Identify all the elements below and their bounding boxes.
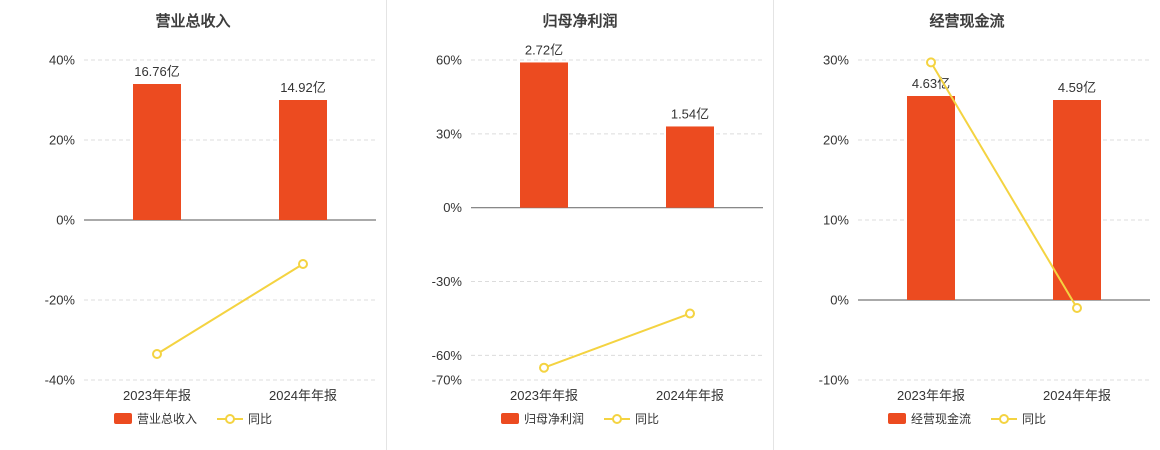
y-tick-label: 30% — [436, 126, 462, 141]
x-category-label: 2023年年报 — [510, 388, 578, 403]
legend-net-profit: 归母净利润 同比 — [500, 410, 659, 427]
yoy-line-marker[interactable] — [1072, 303, 1082, 313]
y-tick-label: 20% — [823, 133, 849, 148]
legend-bar-label: 营业总收入 — [136, 412, 197, 426]
y-tick-label: -10% — [819, 373, 850, 388]
y-tick-label: 60% — [436, 53, 462, 68]
line-marker-icon — [604, 413, 630, 424]
bar-value-label: 4.59亿 — [1058, 80, 1096, 95]
legend-item-bar-series[interactable]: 归母净利润 — [500, 410, 584, 427]
y-tick-label: -40% — [45, 373, 76, 388]
legend-item-bar-series[interactable]: 经营现金流 — [887, 410, 971, 427]
bar[interactable] — [666, 126, 714, 208]
legend-item-line-series[interactable]: 同比 — [604, 410, 659, 427]
y-tick-label: -20% — [45, 293, 76, 308]
y-tick-label: 30% — [823, 53, 849, 68]
bar[interactable] — [907, 96, 955, 300]
y-tick-label: 20% — [49, 133, 75, 148]
y-tick-label: -60% — [432, 348, 463, 363]
legend-item-line-series[interactable]: 同比 — [217, 410, 272, 427]
yoy-line-marker[interactable] — [926, 57, 936, 68]
bar-value-label: 16.76亿 — [134, 64, 180, 79]
legend-operating-cashflow: 经营现金流 同比 — [887, 410, 1046, 427]
bar[interactable] — [520, 62, 568, 208]
bar-value-label: 14.92亿 — [280, 80, 326, 95]
panel-operating-cashflow: 经营现金流 30% 20% 10% 0% -10% 4.63亿 2023年年报 4.59亿 20… — [773, 0, 1160, 450]
legend-bar-label: 经营现金流 — [910, 412, 971, 426]
panel-operating-revenue: 营业总收入 40% 20% 0% -20% -40% 16.76亿 2023年年报 14.92… — [0, 0, 386, 450]
bar-value-label: 1.54亿 — [671, 106, 709, 121]
panel-net-profit: 归母净利润 60% 30% 0% -30% -60% -70% 2.72亿 2023年年报 1.… — [386, 0, 773, 450]
legend-bar-label: 归母净利润 — [523, 412, 584, 426]
y-tick-label: 10% — [823, 213, 849, 228]
yoy-trend-line — [543, 312, 691, 369]
legend-item-bar-series[interactable]: 营业总收入 — [113, 410, 197, 427]
chart-title-net-profit: 归母净利润 — [542, 13, 618, 30]
x-category-label: 2023年年报 — [123, 388, 191, 403]
line-marker-icon — [217, 413, 243, 424]
bar-swatch-icon — [500, 413, 519, 424]
y-tick-label: 40% — [49, 53, 75, 68]
yoy-trend-line — [156, 263, 304, 355]
bar[interactable] — [1053, 100, 1101, 300]
bar-value-label: 2.72亿 — [525, 42, 563, 57]
legend-line-label: 同比 — [1022, 412, 1047, 426]
chart-title-operating-revenue: 营业总收入 — [155, 13, 231, 30]
y-tick-label: -30% — [432, 274, 463, 289]
y-tick-label: 0% — [56, 213, 75, 228]
legend-item-line-series[interactable]: 同比 — [991, 410, 1046, 427]
yoy-trend-line — [930, 61, 1078, 309]
x-category-label: 2024年年报 — [269, 388, 337, 403]
chart-plot-net-profit: 60% 30% 0% -30% -60% -70% 2.72亿 2023年年报 1.54亿 202… — [432, 42, 763, 403]
x-category-label: 2024年年报 — [656, 388, 724, 403]
yoy-line-marker[interactable] — [685, 308, 695, 319]
line-marker-icon — [991, 413, 1017, 424]
y-tick-label: -70% — [432, 373, 463, 388]
bar[interactable] — [133, 84, 181, 220]
chart-title-operating-cashflow: 经营现金流 — [929, 13, 1005, 30]
x-category-label: 2023年年报 — [897, 388, 965, 403]
legend-line-label: 同比 — [635, 412, 660, 426]
bar-swatch-icon — [113, 413, 132, 424]
yoy-line-marker[interactable] — [298, 259, 308, 269]
bar[interactable] — [279, 100, 327, 220]
yoy-line-marker[interactable] — [539, 362, 549, 373]
x-category-label: 2024年年报 — [1043, 388, 1111, 403]
y-tick-label: 0% — [443, 200, 462, 215]
yoy-line-marker[interactable] — [152, 349, 162, 359]
y-tick-label: 0% — [830, 293, 849, 308]
legend-operating-revenue: 营业总收入 同比 — [113, 410, 272, 427]
legend-line-label: 同比 — [248, 412, 273, 426]
bar-swatch-icon — [887, 413, 906, 424]
chart-plot-operating-revenue: 40% 20% 0% -20% -40% 16.76亿 2023年年报 14.92亿 2024年… — [45, 53, 376, 403]
